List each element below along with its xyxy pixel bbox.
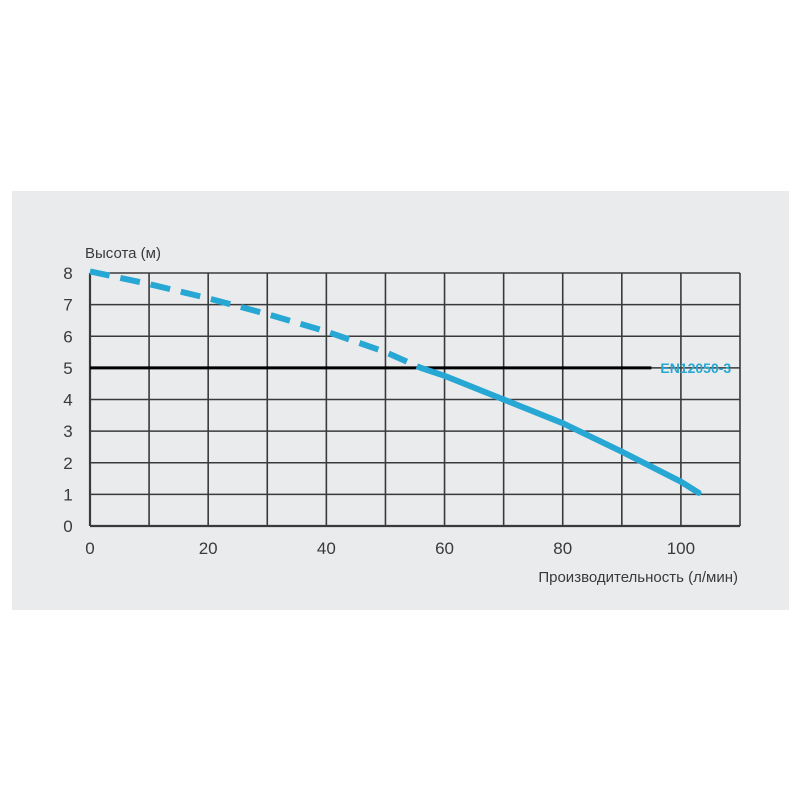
x-tick-label: 0	[85, 539, 94, 558]
y-tick-label: 6	[63, 327, 72, 346]
tick-labels: 0 20 40 60 80 100 0 1 2 3 4 5 6 7 8	[63, 264, 695, 558]
reference-line-group: EN12050-3	[90, 360, 731, 376]
y-tick-label: 8	[63, 264, 72, 283]
series-group	[89, 268, 702, 496]
y-tick-label: 3	[63, 422, 72, 441]
y-tick-label: 4	[63, 391, 72, 410]
x-tick-label: 20	[199, 539, 218, 558]
chart-panel	[12, 191, 789, 610]
y-tick-label: 7	[63, 296, 72, 315]
x-axis-title: Производительность (л/мин)	[538, 569, 738, 586]
grid	[88, 272, 741, 528]
reference-line-label: EN12050-3	[660, 360, 731, 376]
y-tick-label: 0	[63, 517, 72, 536]
y-tick-label: 5	[63, 359, 72, 378]
x-tick-label: 60	[435, 539, 454, 558]
x-tick-label: 80	[553, 539, 572, 558]
y-axis-title: Высота (м)	[85, 245, 161, 262]
series-line-dashed	[89, 268, 423, 371]
y-tick-label: 1	[63, 485, 72, 504]
series-line-solid	[417, 364, 702, 496]
y-tick-label: 2	[63, 454, 72, 473]
x-tick-label: 40	[317, 539, 336, 558]
x-tick-label: 100	[667, 539, 695, 558]
